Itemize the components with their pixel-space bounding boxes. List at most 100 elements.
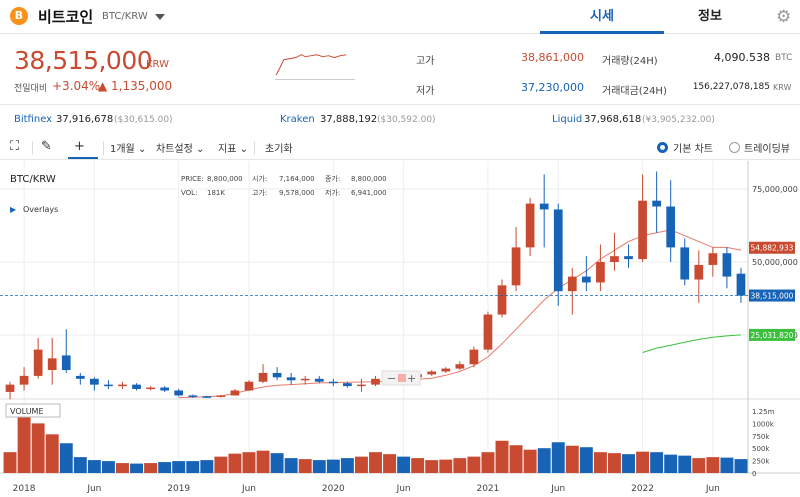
exchange-name[interactable]: Liquid xyxy=(552,114,583,125)
zoom-handle[interactable] xyxy=(398,374,406,382)
candles xyxy=(5,171,746,400)
price-marker-label: 25,031,820 xyxy=(751,331,794,340)
candle xyxy=(525,203,535,248)
volume-bar xyxy=(59,443,73,473)
volume-unit: BTC xyxy=(775,53,793,63)
crosshair-icon[interactable]: + xyxy=(74,139,85,154)
candle xyxy=(104,384,113,387)
candle xyxy=(19,375,29,385)
fullscreen-icon[interactable]: ⛶ xyxy=(10,139,20,154)
zoom-in-icon[interactable]: + xyxy=(407,372,416,385)
overlays-toggle[interactable]: Overlays xyxy=(23,205,58,214)
candle xyxy=(708,253,718,265)
volume-bar xyxy=(298,459,312,473)
volume-tick-label: 500k xyxy=(752,445,770,453)
volume-bar xyxy=(130,463,144,473)
header: B 비트코인 BTC/KRW 시세 정보 ⚙ xyxy=(0,0,800,34)
moving-averages xyxy=(178,229,742,398)
chevron-down-icon[interactable] xyxy=(155,14,165,20)
change-label: 전일대비 xyxy=(14,84,48,94)
candle xyxy=(343,383,352,387)
volume-bar xyxy=(453,458,467,473)
tradingview-label[interactable]: 트레이딩뷰 xyxy=(744,144,790,155)
vol-label: VOL: xyxy=(181,189,197,197)
candle xyxy=(441,368,451,372)
x-tick-label: 2021 xyxy=(476,484,499,494)
indicators-dropdown[interactable]: 지표 ⌄ xyxy=(218,140,248,155)
high-label: 고가: xyxy=(252,188,267,197)
chevron-down-icon: ⌄ xyxy=(137,144,147,155)
volume-bar xyxy=(481,452,495,473)
volume-bar xyxy=(87,460,101,473)
chart-settings-dropdown[interactable]: 차트설정 ⌄ xyxy=(156,140,204,155)
volume-bar xyxy=(186,461,200,473)
price-marker-label: 38,515,000 xyxy=(751,292,794,301)
volume-bar xyxy=(537,448,551,473)
x-tick-label: Jun xyxy=(705,484,720,494)
chart-grid xyxy=(0,161,800,474)
candle xyxy=(216,395,226,397)
x-tick-label: 2022 xyxy=(631,484,654,494)
volume-bar xyxy=(692,458,706,473)
mini-sparkline xyxy=(275,54,355,80)
divider xyxy=(254,141,255,155)
candle xyxy=(511,247,521,286)
candle xyxy=(427,371,437,375)
x-tick-label: Jun xyxy=(396,484,411,494)
volume-bar xyxy=(200,460,214,473)
amount-value: 156,227,078,185 xyxy=(692,82,770,92)
volume-bar xyxy=(734,459,748,473)
close-label: 종가: xyxy=(325,174,340,183)
pencil-icon[interactable]: ✎ xyxy=(41,139,52,154)
exchange-name[interactable]: Bitfinex xyxy=(14,114,53,125)
exchange-name[interactable]: Kraken xyxy=(280,114,315,125)
volume-bar xyxy=(664,454,678,473)
volume-bar xyxy=(678,455,692,473)
volume-bar xyxy=(172,461,186,473)
tab-info[interactable]: 정보 xyxy=(698,9,722,24)
price-label: PRICE: xyxy=(181,175,204,183)
high-value: 9,578,000 xyxy=(279,189,315,197)
volume-label: 거래량(24H) xyxy=(602,56,658,67)
overlays-arrow-icon[interactable]: ▶ xyxy=(10,205,17,214)
volume-bar xyxy=(214,456,228,473)
price-chart[interactable]: 2018 Jun 2019 Jun 2020 Jun 2021 Jun 2022 Jun 75,00… xyxy=(0,161,800,497)
candle xyxy=(230,390,240,396)
volume-tick-label: 250k xyxy=(752,458,770,466)
y-tick-label: 75,000,000 xyxy=(752,185,798,194)
volume-tick-label: 1000k xyxy=(752,420,775,428)
tab-market[interactable]: 시세 xyxy=(540,0,664,34)
zoom-out-icon[interactable]: − xyxy=(387,372,396,385)
candle xyxy=(300,378,310,381)
volume-bar xyxy=(565,445,579,473)
exchange-usd: ($30,615.00) xyxy=(114,115,173,125)
moving-average-short xyxy=(178,229,742,398)
candle xyxy=(553,209,563,292)
active-tool-indicator xyxy=(68,157,98,159)
low-label: 저가: xyxy=(325,188,340,197)
reset-button[interactable]: 초기화 xyxy=(265,144,293,155)
volume-bar xyxy=(270,453,284,473)
basic-chart-radio[interactable] xyxy=(657,142,668,153)
basic-chart-label[interactable]: 기본 차트 xyxy=(673,144,713,155)
volume-bar xyxy=(523,449,537,473)
period-dropdown[interactable]: 1개월 ⌄ xyxy=(110,140,146,155)
volume-bar xyxy=(31,423,45,473)
gear-icon[interactable]: ⚙ xyxy=(776,7,792,27)
volume-bar xyxy=(706,457,720,473)
coin-name: 비트코인 xyxy=(38,8,94,26)
volume-bar xyxy=(242,452,256,473)
volume-bar xyxy=(116,463,129,473)
exchange-usd: ($30,592.00) xyxy=(377,115,436,125)
volume-bar xyxy=(340,458,354,473)
change-amount: ▲ 1,135,000 xyxy=(98,79,173,93)
chart-axes: 2018 Jun 2019 Jun 2020 Jun 2021 Jun 2022 Jun 75,00… xyxy=(0,185,798,494)
volume-tick-label: 750k xyxy=(752,433,770,441)
x-tick-label: 2018 xyxy=(13,484,36,494)
price-value: 8,800,000 xyxy=(207,175,243,183)
tradingview-radio[interactable] xyxy=(729,142,740,153)
amount-label: 거래대금(24H) xyxy=(602,86,667,97)
low-value: 6,941,000 xyxy=(351,189,387,197)
candle xyxy=(567,276,577,292)
x-tick-label: Jun xyxy=(550,484,565,494)
